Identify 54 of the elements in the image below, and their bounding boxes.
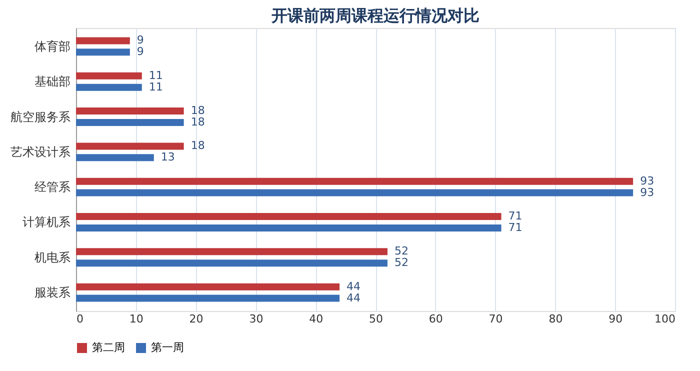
x-tick-label: 100 xyxy=(654,312,676,326)
bar xyxy=(76,260,388,267)
bar xyxy=(76,37,130,44)
data-label: 18 xyxy=(190,139,205,152)
bar xyxy=(76,48,130,56)
y-tick-label: 基础部 xyxy=(34,74,70,89)
y-tick-label: 服装系 xyxy=(34,286,70,300)
x-tick-label: 10 xyxy=(129,312,144,326)
data-label: 9 xyxy=(136,45,144,58)
data-label: 13 xyxy=(160,150,175,164)
legend-label: 第一周 xyxy=(151,341,184,354)
bar xyxy=(76,294,340,302)
data-label: 18 xyxy=(190,104,205,118)
x-tick-label: 50 xyxy=(369,312,383,326)
x-tick-label: 40 xyxy=(309,312,324,326)
y-tick-label: 机电系 xyxy=(34,250,70,264)
x-tick-label: 60 xyxy=(428,312,443,326)
bar xyxy=(76,189,634,196)
x-tick-label: 20 xyxy=(189,312,204,326)
y-tick-label: 经管系 xyxy=(34,180,70,194)
bar xyxy=(76,72,142,80)
legend-label: 第二周 xyxy=(92,341,125,354)
bar xyxy=(76,84,142,91)
data-label: 71 xyxy=(508,220,522,234)
y-tick-label: 计算机系 xyxy=(22,215,70,230)
x-tick-label: 80 xyxy=(548,312,563,326)
bar xyxy=(76,142,184,150)
bar xyxy=(76,178,634,185)
bar xyxy=(76,283,340,290)
y-tick-label: 艺术设计系 xyxy=(10,144,70,159)
x-tick-label: 90 xyxy=(608,312,623,326)
data-label: 93 xyxy=(640,174,654,188)
bar xyxy=(76,213,502,220)
data-label: 11 xyxy=(148,68,163,82)
bar xyxy=(76,224,502,232)
x-tick-label: 0 xyxy=(76,312,84,326)
data-label: 93 xyxy=(640,186,654,199)
y-tick-label: 体育部 xyxy=(34,39,70,54)
data-label: 71 xyxy=(508,210,522,223)
data-label: 44 xyxy=(346,291,361,304)
bar xyxy=(76,154,154,162)
data-label: 9 xyxy=(136,34,144,47)
data-label: 52 xyxy=(394,244,408,258)
data-label: 44 xyxy=(346,280,361,293)
data-label: 18 xyxy=(190,115,205,128)
bar xyxy=(76,118,184,126)
x-tick-label: 30 xyxy=(249,312,264,326)
y-tick-label: 航空服务系 xyxy=(10,110,70,124)
chart-title: 开课前两周课程运行情况对比 xyxy=(270,6,480,25)
x-tick-label: 70 xyxy=(488,312,503,326)
bar xyxy=(76,248,388,256)
data-label: 52 xyxy=(394,256,408,270)
data-label: 11 xyxy=(148,80,163,94)
bar xyxy=(76,108,184,115)
